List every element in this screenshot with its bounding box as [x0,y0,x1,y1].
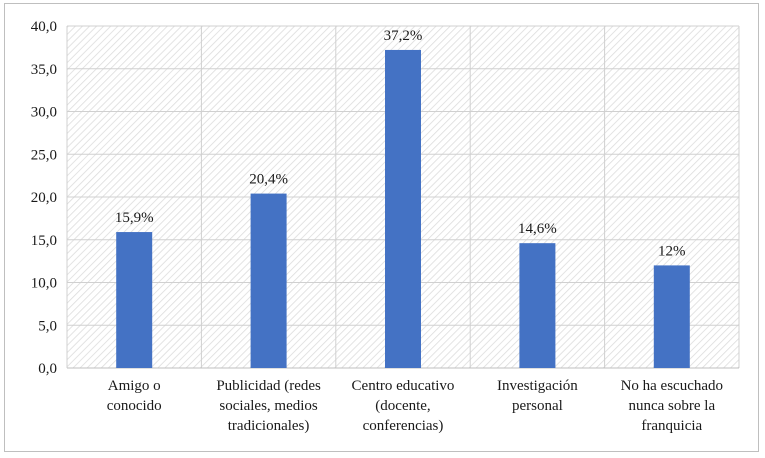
y-tick-label: 10,0 [31,276,57,292]
bar-chart: 0,0 5,0 10,0 15,0 20,0 25,0 30,0 35,0 40,0 15,9%… [31,19,740,434]
bar [250,193,287,368]
bars [116,49,690,368]
chart-frame: 0,0 5,0 10,0 15,0 20,0 25,0 30,0 35,0 40,0 15,9%… [4,3,759,452]
x-category-label: personal [512,398,563,414]
data-label: 12% [658,243,686,259]
x-category-label: No ha escuchado [621,378,723,394]
x-category-label: Investigación [497,378,578,394]
x-category-label: Centro educativo [352,378,455,394]
y-tick-label: 25,0 [31,147,57,163]
x-category-label: Publicidad (redes [216,378,321,394]
y-tick-label: 35,0 [31,62,57,78]
x-category-label: sociales, medios [219,398,317,414]
data-label: 15,9% [115,210,154,226]
x-category-label: Amigo o [108,378,161,394]
data-label: 20,4% [249,172,288,188]
data-label: 37,2% [384,28,423,44]
y-axis: 0,0 5,0 10,0 15,0 20,0 25,0 30,0 35,0 40,0 [31,19,57,377]
x-category-label: franquicia [641,418,702,434]
data-label: 14,6% [518,221,557,237]
bar [653,265,690,368]
y-tick-label: 5,0 [38,318,57,334]
x-axis: Amigo o conocido Publicidad (redes sociales… [107,378,723,434]
x-category-label: conocido [107,398,162,414]
x-category-label: tradicionales) [228,418,310,434]
data-labels: 15,9% 20,4% 37,2% 14,6% 12% [115,28,686,259]
bar [519,243,556,368]
y-tick-label: 40,0 [31,19,57,35]
y-tick-label: 0,0 [38,361,57,377]
y-tick-label: 15,0 [31,233,57,249]
y-tick-label: 30,0 [31,105,57,121]
x-category-label: conferencias) [363,418,444,434]
x-category-label: nunca sobre la [628,398,715,414]
bar [116,232,153,368]
bar [385,49,421,368]
y-tick-label: 20,0 [31,190,57,206]
x-category-label: (docente, [375,398,430,414]
